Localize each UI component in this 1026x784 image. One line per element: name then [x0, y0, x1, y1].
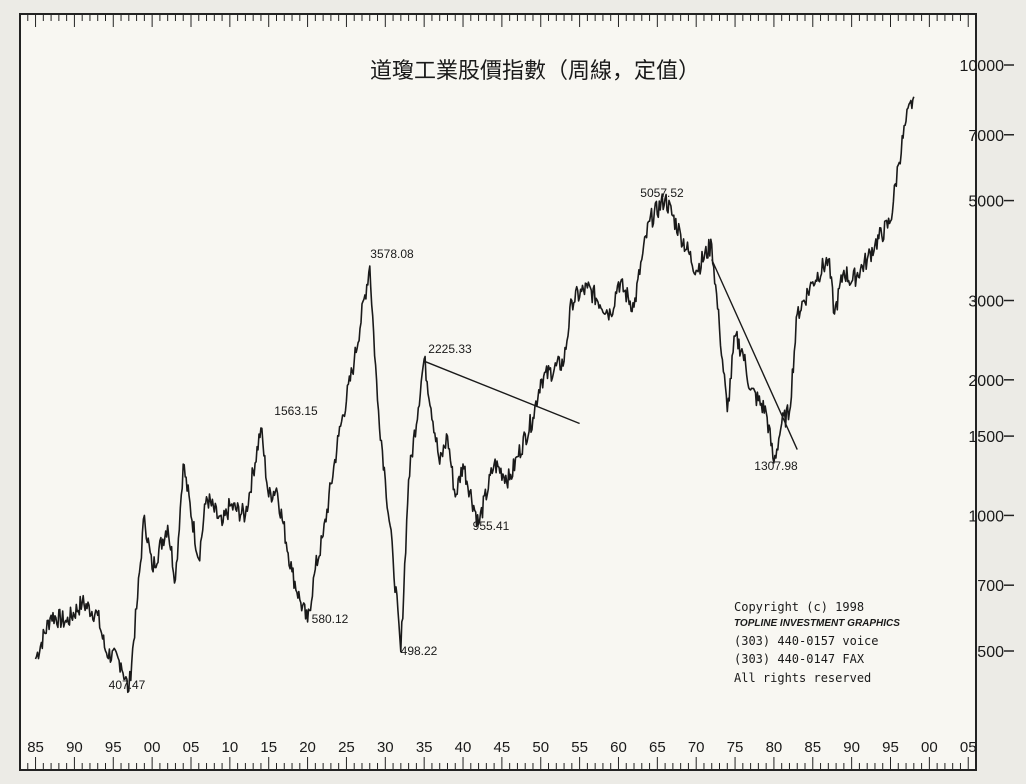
x-tick-label-1995: 95 [882, 739, 899, 756]
trendlines-group [423, 259, 798, 450]
y-tick-label-10000: 10000 [960, 58, 1005, 75]
peak-label-5057: 5057.52 [640, 186, 684, 200]
x-tick-label-1980: 80 [766, 739, 783, 756]
series-line-0 [34, 96, 915, 694]
y-tick-label-3000: 3000 [968, 294, 1004, 311]
x-tick-label-1945: 45 [494, 739, 511, 756]
y-tick-label-2000: 2000 [968, 373, 1004, 390]
y-tick-label-700: 700 [977, 578, 1004, 595]
trough-label-498: 498.22 [401, 644, 438, 658]
x-tick-label-1920: 20 [299, 739, 316, 756]
y-tick-label-7000: 7000 [968, 128, 1004, 145]
x-tick-label-2000: 00 [921, 739, 938, 756]
x-tick-label-1895: 95 [105, 739, 122, 756]
x-tick-label-1890: 90 [66, 739, 83, 756]
x-tick-label-1905: 05 [183, 739, 200, 756]
y-axis-labels: 10000 7000 5000 3000 2000 1500 1000 700 500 [960, 58, 1014, 661]
x-tick-label-1960: 60 [610, 739, 627, 756]
x-tick-label-1990: 90 [843, 739, 860, 756]
plot-frame [19, 13, 977, 771]
trough-label-955: 955.41 [473, 519, 510, 533]
chart-title: 道瓊工業股價指數（周線，定值） [370, 59, 700, 84]
trendline-1 [711, 259, 798, 450]
trough-label-580: 580.12 [312, 612, 349, 626]
x-tick-label-1965: 65 [649, 739, 666, 756]
x-tick-label-1975: 75 [727, 739, 744, 756]
y-tick-label-1000: 1000 [968, 508, 1004, 525]
bottom-tick-marks [27, 757, 969, 770]
x-tick-label-1930: 30 [377, 739, 394, 756]
trendline-0 [423, 360, 580, 425]
copyright-firm: TOPLINE INVESTMENT GRAPHICS [734, 618, 900, 629]
x-tick-label-1970: 70 [688, 739, 705, 756]
trough-label-407: 407.47 [109, 678, 146, 692]
y-tick-label-5000: 5000 [968, 194, 1004, 211]
x-tick-label-1915: 15 [260, 739, 277, 756]
copyright-rights: All rights reserved [734, 671, 871, 685]
x-axis-labels: 85 90 95 00 05 10 15 20 25 30 35 40 45 50 55 60 65 70 75 80… [27, 739, 976, 756]
copyright-fax: (303) 440-0147 FAX [734, 652, 865, 666]
copyright-block: Copyright (c) 1998 TOPLINE INVESTMENT GR… [734, 600, 900, 685]
y-tick-label-500: 500 [977, 644, 1004, 661]
x-tick-label-1950: 50 [532, 739, 549, 756]
copyright-line-1: Copyright (c) 1998 [734, 600, 864, 614]
x-tick-label-1900: 00 [144, 739, 161, 756]
x-tick-label-1910: 10 [222, 739, 239, 756]
x-tick-label-1935: 35 [416, 739, 433, 756]
trough-label-1307: 1307.98 [754, 459, 798, 473]
top-tick-marks [27, 14, 969, 27]
x-tick-label-1925: 25 [338, 739, 355, 756]
peak-label-2225: 2225.33 [428, 342, 472, 356]
x-tick-label-1885: 85 [27, 739, 44, 756]
x-tick-label-1985: 85 [804, 739, 821, 756]
series-group [34, 96, 915, 694]
x-tick-label-1940: 40 [455, 739, 472, 756]
x-tick-label-1955: 55 [571, 739, 588, 756]
peak-label-3578: 3578.08 [370, 247, 414, 261]
x-tick-label-2005: 05 [960, 739, 977, 756]
copyright-phone: (303) 440-0157 voice [734, 634, 879, 648]
y-tick-label-1500: 1500 [968, 429, 1004, 446]
peak-label-1563: 1563.15 [274, 404, 318, 418]
